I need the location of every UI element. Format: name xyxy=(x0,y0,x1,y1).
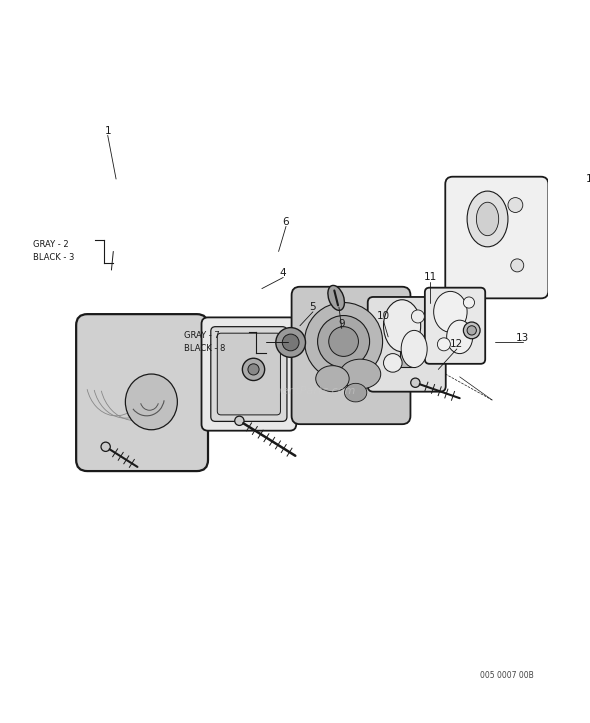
FancyBboxPatch shape xyxy=(445,176,548,299)
Ellipse shape xyxy=(476,202,499,236)
Ellipse shape xyxy=(508,197,523,213)
Ellipse shape xyxy=(316,366,349,392)
Ellipse shape xyxy=(447,320,473,354)
Text: 12: 12 xyxy=(450,339,464,349)
Text: 5: 5 xyxy=(310,302,316,312)
Ellipse shape xyxy=(329,327,359,356)
Text: BLACK - 3: BLACK - 3 xyxy=(32,254,74,262)
Ellipse shape xyxy=(328,286,345,310)
Ellipse shape xyxy=(463,322,480,339)
Ellipse shape xyxy=(125,374,178,429)
Text: eReplacementParts.com: eReplacementParts.com xyxy=(219,386,356,395)
Text: 10: 10 xyxy=(377,312,390,322)
Circle shape xyxy=(101,442,110,451)
Circle shape xyxy=(235,416,244,425)
Text: BLACK - 8: BLACK - 8 xyxy=(184,343,225,353)
Ellipse shape xyxy=(345,383,367,402)
Text: GRAY - 2: GRAY - 2 xyxy=(32,241,68,249)
Ellipse shape xyxy=(411,310,424,323)
Ellipse shape xyxy=(401,330,427,367)
Text: 005 0007 00B: 005 0007 00B xyxy=(480,672,534,680)
FancyBboxPatch shape xyxy=(202,317,296,431)
Ellipse shape xyxy=(340,359,381,389)
Ellipse shape xyxy=(317,315,369,367)
Text: 9: 9 xyxy=(339,319,345,329)
Circle shape xyxy=(411,378,420,388)
Text: 14: 14 xyxy=(586,174,590,184)
Ellipse shape xyxy=(511,259,524,272)
Ellipse shape xyxy=(282,334,299,351)
Ellipse shape xyxy=(304,302,382,380)
Ellipse shape xyxy=(248,364,259,375)
Ellipse shape xyxy=(384,354,402,372)
FancyBboxPatch shape xyxy=(291,287,411,424)
FancyBboxPatch shape xyxy=(425,288,485,364)
Text: 4: 4 xyxy=(280,268,287,278)
Ellipse shape xyxy=(276,328,306,357)
Text: GRAY - 7: GRAY - 7 xyxy=(184,330,219,340)
Ellipse shape xyxy=(467,326,476,335)
Ellipse shape xyxy=(384,300,421,352)
FancyBboxPatch shape xyxy=(368,297,445,392)
FancyBboxPatch shape xyxy=(76,314,208,471)
FancyBboxPatch shape xyxy=(211,327,287,422)
Ellipse shape xyxy=(463,297,474,308)
Text: 11: 11 xyxy=(424,273,437,283)
Text: 13: 13 xyxy=(516,333,529,343)
Ellipse shape xyxy=(242,359,265,380)
Ellipse shape xyxy=(437,338,450,351)
Text: 6: 6 xyxy=(283,217,289,227)
Ellipse shape xyxy=(434,291,467,333)
Text: 1: 1 xyxy=(104,126,111,136)
Ellipse shape xyxy=(467,191,508,247)
Bar xyxy=(400,344,415,367)
FancyBboxPatch shape xyxy=(217,333,280,415)
